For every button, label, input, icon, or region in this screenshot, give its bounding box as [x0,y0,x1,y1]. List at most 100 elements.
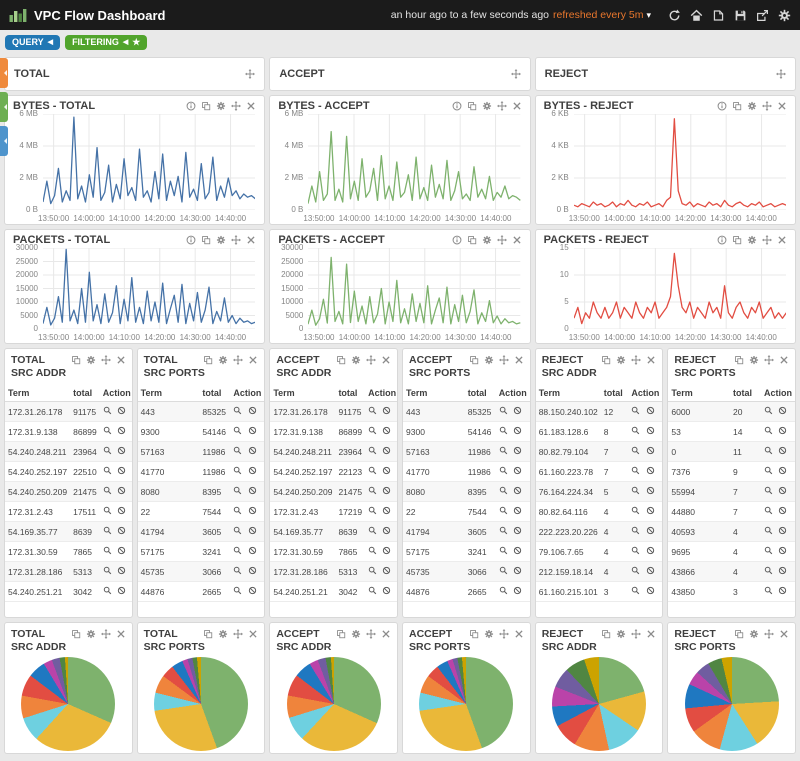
magnify-icon[interactable] [368,566,377,575]
ban-icon[interactable] [117,486,126,495]
magnify-icon[interactable] [368,466,377,475]
magnify-icon[interactable] [233,546,242,555]
plot-area[interactable] [308,248,520,329]
close-icon[interactable] [246,101,256,111]
move-icon[interactable] [510,69,521,79]
pie-chart[interactable] [684,657,779,751]
plot-area[interactable] [43,114,255,210]
ban-icon[interactable] [117,426,126,435]
magnify-icon[interactable] [764,506,773,515]
move-icon[interactable] [498,355,509,365]
ban-icon[interactable] [382,446,391,455]
magnify-icon[interactable] [103,406,112,415]
magnify-icon[interactable] [764,466,773,475]
ban-icon[interactable] [117,466,126,475]
ban-icon[interactable] [117,546,126,555]
ban-icon[interactable] [646,546,655,555]
magnify-icon[interactable] [631,566,640,575]
plot-area[interactable] [308,114,520,210]
ban-icon[interactable] [248,526,257,535]
info-icon[interactable] [452,235,462,245]
move-icon[interactable] [231,235,242,245]
magnify-icon[interactable] [499,426,508,435]
magnify-icon[interactable] [103,546,112,555]
ban-icon[interactable] [513,406,522,415]
info-icon[interactable] [452,101,462,111]
magnify-icon[interactable] [368,486,377,495]
filtering-pill[interactable]: FILTERING ◀ ★ [65,35,148,50]
gear-icon[interactable] [616,355,626,365]
line-chart[interactable]: 0 5000 10000 15000 20000 25000 30000 13:50:00 14… [6,244,255,342]
magnify-icon[interactable] [233,506,242,515]
magnify-icon[interactable] [499,546,508,555]
home-icon[interactable] [690,9,703,22]
magnify-icon[interactable] [233,526,242,535]
refresh-icon[interactable] [668,8,681,22]
clone-icon[interactable] [71,629,81,639]
move-icon[interactable] [366,355,377,365]
move-icon[interactable] [775,69,786,79]
gear-icon[interactable] [747,235,757,245]
close-icon[interactable] [248,355,258,365]
magnify-icon[interactable] [499,446,508,455]
ban-icon[interactable] [117,566,126,575]
magnify-icon[interactable] [499,586,508,595]
row-collapse-tab-3[interactable] [0,126,8,156]
magnify-icon[interactable] [499,486,508,495]
magnify-icon[interactable] [631,446,640,455]
ban-icon[interactable] [513,526,522,535]
gear-icon[interactable] [218,629,228,639]
magnify-icon[interactable] [233,566,242,575]
magnify-icon[interactable] [631,586,640,595]
move-icon[interactable] [764,355,775,365]
close-icon[interactable] [116,355,126,365]
magnify-icon[interactable] [631,466,640,475]
magnify-icon[interactable] [631,546,640,555]
ban-icon[interactable] [513,566,522,575]
pie-chart[interactable] [552,657,647,751]
ban-icon[interactable] [778,546,787,555]
ban-icon[interactable] [646,566,655,575]
ban-icon[interactable] [513,586,522,595]
ban-icon[interactable] [117,506,126,515]
magnify-icon[interactable] [368,546,377,555]
close-icon[interactable] [381,629,391,639]
magnify-icon[interactable] [764,566,773,575]
move-icon[interactable] [761,235,772,245]
magnify-icon[interactable] [631,506,640,515]
gear-icon[interactable] [351,355,361,365]
ban-icon[interactable] [778,566,787,575]
ban-icon[interactable] [646,486,655,495]
plot-area[interactable] [574,248,786,329]
load-icon[interactable] [712,9,725,22]
ban-icon[interactable] [117,526,126,535]
gear-icon[interactable] [218,355,228,365]
magnify-icon[interactable] [499,406,508,415]
close-icon[interactable] [777,101,787,111]
ban-icon[interactable] [248,466,257,475]
move-icon[interactable] [498,629,509,639]
clone-icon[interactable] [469,629,479,639]
ban-icon[interactable] [382,506,391,515]
magnify-icon[interactable] [368,446,377,455]
magnify-icon[interactable] [233,446,242,455]
magnify-icon[interactable] [103,586,112,595]
magnify-icon[interactable] [764,446,773,455]
move-icon[interactable] [231,101,242,111]
clone-icon[interactable] [201,101,211,111]
ban-icon[interactable] [382,426,391,435]
magnify-icon[interactable] [764,486,773,495]
gear-icon[interactable] [86,629,96,639]
close-icon[interactable] [646,629,656,639]
magnify-icon[interactable] [368,506,377,515]
magnify-icon[interactable] [499,506,508,515]
ban-icon[interactable] [248,426,257,435]
close-icon[interactable] [777,235,787,245]
clone-icon[interactable] [601,629,611,639]
magnify-icon[interactable] [499,466,508,475]
plot-area[interactable] [574,114,786,210]
ban-icon[interactable] [513,486,522,495]
ban-icon[interactable] [513,426,522,435]
ban-icon[interactable] [117,446,126,455]
